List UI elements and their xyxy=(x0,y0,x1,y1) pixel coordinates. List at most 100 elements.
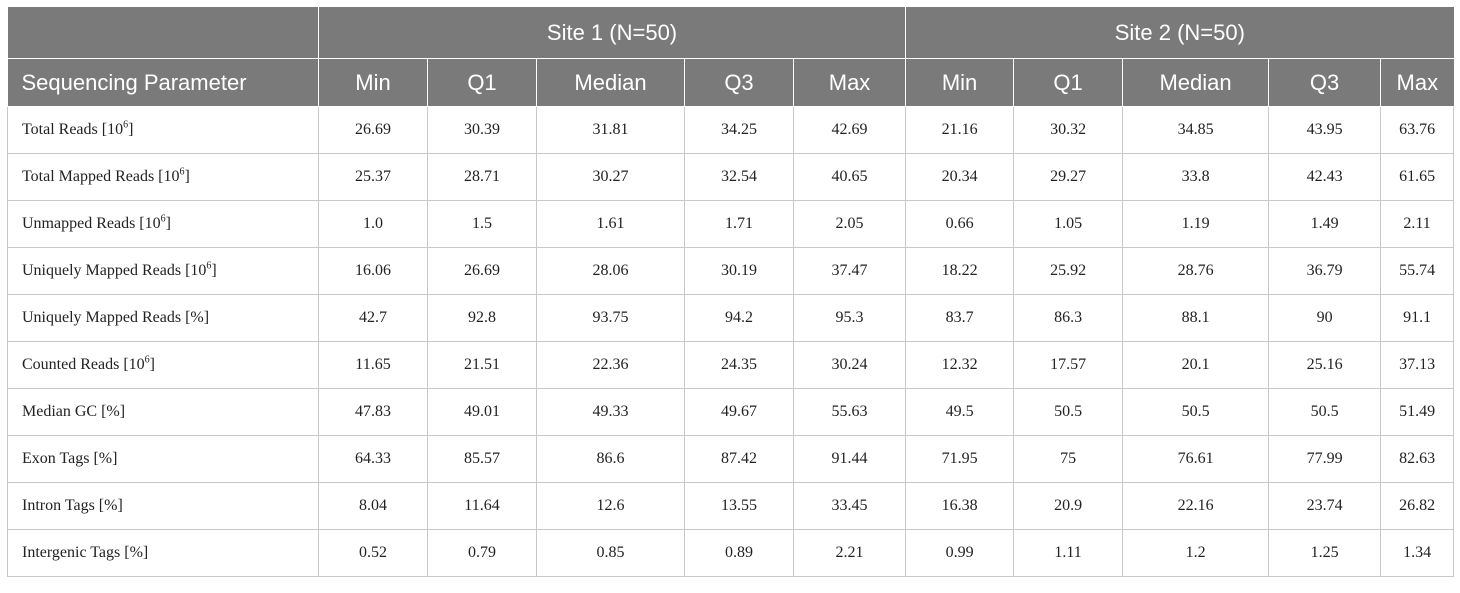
site2-value-cell: 23.74 xyxy=(1268,482,1382,530)
site1-value-cell: 31.81 xyxy=(536,106,685,154)
table-header: Site 1 (N=50) Site 2 (N=50) Sequencing P… xyxy=(7,7,1454,107)
site2-value-cell: 20.34 xyxy=(905,153,1015,201)
site1-value-cell: 0.85 xyxy=(536,529,685,577)
site1-value-cell: 1.61 xyxy=(536,200,685,248)
row-label-suffix: ] xyxy=(184,168,190,185)
row-label-suffix: ] xyxy=(165,215,171,232)
site1-value-cell: 24.35 xyxy=(684,341,794,389)
site2-q3-header: Q3 xyxy=(1268,58,1381,107)
row-label-exponent: 6 xyxy=(144,354,150,366)
site2-value-cell: 34.85 xyxy=(1122,106,1270,154)
table-row: Intergenic Tags [%] 0.52 0.79 0.85 0.89 2.21 0… xyxy=(7,529,1455,577)
site1-group-header: Site 1 (N=50) xyxy=(317,7,906,59)
site1-value-cell: 47.83 xyxy=(318,388,428,436)
row-label-suffix: ] xyxy=(149,356,155,373)
table-row: Total Reads [106] 26.69 30.39 31.81 34.25 42.… xyxy=(7,106,1455,154)
row-label-exponent: 6 xyxy=(179,166,185,178)
header-group-row: Site 1 (N=50) Site 2 (N=50) xyxy=(7,7,1454,59)
site2-q1-header: Q1 xyxy=(1013,58,1123,107)
site1-value-cell: 26.69 xyxy=(427,247,537,295)
site2-value-cell: 25.16 xyxy=(1268,341,1382,389)
site1-value-cell: 2.05 xyxy=(792,200,907,248)
row-label: Intergenic Tags [%] xyxy=(22,544,149,561)
row-label: Uniquely Mapped Reads [%] xyxy=(22,309,210,326)
site1-value-cell: 92.8 xyxy=(427,294,537,342)
site1-value-cell: 33.45 xyxy=(792,482,907,530)
site2-value-cell: 43.95 xyxy=(1268,106,1382,154)
row-label-cell: Total Mapped Reads [106] xyxy=(7,153,319,201)
site1-value-cell: 49.33 xyxy=(536,388,685,436)
site2-value-cell: 1.25 xyxy=(1268,529,1382,577)
site1-q1-header: Q1 xyxy=(427,58,537,107)
site1-value-cell: 87.42 xyxy=(684,435,794,483)
site2-value-cell: 26.82 xyxy=(1380,482,1455,530)
site2-value-cell: 17.57 xyxy=(1013,341,1124,389)
site1-min-header: Min xyxy=(318,58,428,107)
site2-value-cell: 50.5 xyxy=(1013,388,1124,436)
table-body: Total Reads [106] 26.69 30.39 31.81 34.25 42.… xyxy=(7,106,1455,577)
row-label: Median GC [%] xyxy=(22,403,126,420)
row-label-cell: Uniquely Mapped Reads [106] xyxy=(7,247,319,295)
row-label-suffix: ] xyxy=(128,121,134,138)
site1-value-cell: 30.24 xyxy=(792,341,907,389)
row-label-exponent: 6 xyxy=(123,119,129,131)
site1-value-cell: 93.75 xyxy=(536,294,685,342)
row-label-suffix: ] xyxy=(211,262,217,279)
site2-value-cell: 21.16 xyxy=(905,106,1015,154)
site2-value-cell: 1.11 xyxy=(1013,529,1124,577)
header-columns-row: Sequencing Parameter Min Q1 Median Q3 Ma… xyxy=(7,58,1454,107)
sequencing-stats-table: Site 1 (N=50) Site 2 (N=50) Sequencing P… xyxy=(7,7,1455,577)
row-label: Counted Reads [10 xyxy=(22,356,145,373)
site1-value-cell: 28.71 xyxy=(427,153,537,201)
row-label-cell: Unmapped Reads [106] xyxy=(7,200,319,248)
site2-value-cell: 51.49 xyxy=(1380,388,1455,436)
site1-value-cell: 64.33 xyxy=(318,435,428,483)
table-row: Counted Reads [106] 11.65 21.51 22.36 24.35 3… xyxy=(7,341,1455,389)
site1-value-cell: 2.21 xyxy=(792,529,907,577)
row-label-cell: Median GC [%] xyxy=(7,388,319,436)
table-row: Intron Tags [%] 8.04 11.64 12.6 13.55 33.45 16… xyxy=(7,482,1455,530)
site2-value-cell: 20.1 xyxy=(1122,341,1270,389)
row-label: Unmapped Reads [10 xyxy=(22,215,161,232)
site2-value-cell: 1.19 xyxy=(1122,200,1270,248)
row-label: Total Reads [10 xyxy=(22,121,124,138)
site2-value-cell: 29.27 xyxy=(1013,153,1124,201)
site2-value-cell: 25.92 xyxy=(1013,247,1124,295)
site1-value-cell: 1.71 xyxy=(684,200,794,248)
site2-value-cell: 22.16 xyxy=(1122,482,1270,530)
site1-value-cell: 30.27 xyxy=(536,153,685,201)
site2-value-cell: 36.79 xyxy=(1268,247,1382,295)
site2-value-cell: 50.5 xyxy=(1268,388,1382,436)
site2-value-cell: 0.99 xyxy=(905,529,1015,577)
site1-value-cell: 49.01 xyxy=(427,388,537,436)
row-label: Intron Tags [%] xyxy=(22,497,123,514)
site2-value-cell: 71.95 xyxy=(905,435,1015,483)
site1-max-header: Max xyxy=(792,58,906,107)
site2-value-cell: 18.22 xyxy=(905,247,1015,295)
site2-value-cell: 91.1 xyxy=(1380,294,1455,342)
site1-value-cell: 1.0 xyxy=(318,200,428,248)
site2-value-cell: 16.38 xyxy=(905,482,1015,530)
table-row: Total Mapped Reads [106] 25.37 28.71 30.27 3… xyxy=(7,153,1455,201)
site2-value-cell: 1.05 xyxy=(1013,200,1124,248)
parameter-column-header: Sequencing Parameter xyxy=(7,58,319,107)
site1-value-cell: 91.44 xyxy=(792,435,907,483)
site1-value-cell: 22.36 xyxy=(536,341,685,389)
site1-value-cell: 11.64 xyxy=(427,482,537,530)
site1-value-cell: 0.89 xyxy=(684,529,794,577)
site1-value-cell: 21.51 xyxy=(427,341,537,389)
site1-value-cell: 34.25 xyxy=(684,106,794,154)
row-label-exponent: 6 xyxy=(160,213,166,225)
site2-value-cell: 63.76 xyxy=(1380,106,1455,154)
row-label-cell: Exon Tags [%] xyxy=(7,435,319,483)
site1-value-cell: 11.65 xyxy=(318,341,428,389)
table-row: Uniquely Mapped Reads [106] 16.06 26.69 28.… xyxy=(7,247,1455,295)
site2-value-cell: 76.61 xyxy=(1122,435,1270,483)
site2-value-cell: 88.1 xyxy=(1122,294,1270,342)
table-row: Exon Tags [%] 64.33 85.57 86.6 87.42 91.44 71.… xyxy=(7,435,1455,483)
site1-value-cell: 1.5 xyxy=(427,200,537,248)
site2-value-cell: 83.7 xyxy=(905,294,1015,342)
site1-value-cell: 16.06 xyxy=(318,247,428,295)
site2-value-cell: 12.32 xyxy=(905,341,1015,389)
site1-value-cell: 25.37 xyxy=(318,153,428,201)
